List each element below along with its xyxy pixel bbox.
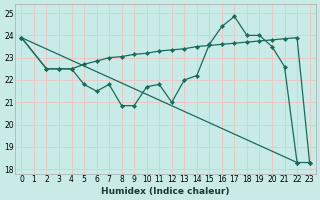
X-axis label: Humidex (Indice chaleur): Humidex (Indice chaleur) <box>101 187 230 196</box>
